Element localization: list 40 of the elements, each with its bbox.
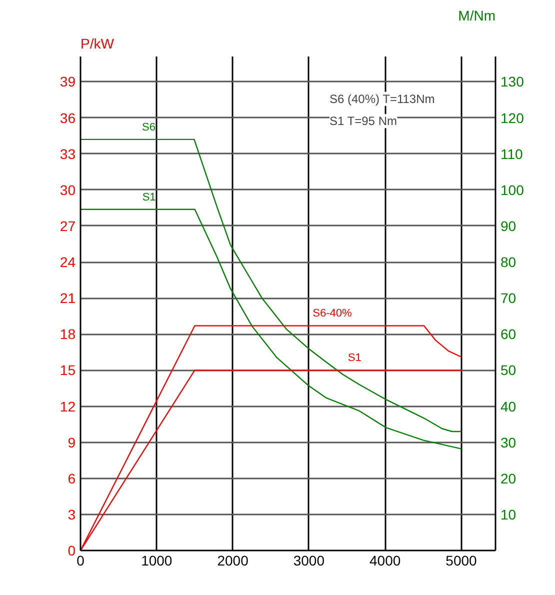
y-tick-label: 9 xyxy=(68,434,76,450)
y2-tick-label: 20 xyxy=(500,470,516,486)
y-tick-label: 30 xyxy=(60,182,76,198)
annotation: S1 T=95 Nm xyxy=(330,114,397,128)
x-tick-label: 4000 xyxy=(370,552,401,568)
y-tick-label: 27 xyxy=(60,218,76,234)
y-tick-label: 0 xyxy=(68,542,76,558)
x-tick-label: 3000 xyxy=(293,552,325,568)
y2-tick-label: 100 xyxy=(500,182,524,198)
y-tick-label: 15 xyxy=(60,362,76,378)
y-axis-title: P/kW xyxy=(80,36,115,52)
y2-tick-label: 50 xyxy=(500,362,516,378)
y-tick-label: 6 xyxy=(68,470,76,486)
series-label: S6-40% xyxy=(312,308,352,320)
series-label: S1 xyxy=(348,352,362,364)
y2-tick-label: 60 xyxy=(500,326,516,342)
series-label: S6 xyxy=(142,121,156,134)
y2-tick-label: 130 xyxy=(500,74,524,90)
y-tick-label: 33 xyxy=(60,146,76,162)
y2-tick-label: 10 xyxy=(500,506,516,522)
x-tick-label: 1000 xyxy=(141,552,172,568)
y-tick-label: 36 xyxy=(60,110,76,126)
y2-tick-label: 120 xyxy=(500,110,524,126)
series-label: S1 xyxy=(142,191,156,204)
y-tick-label: 39 xyxy=(60,74,76,90)
y2-tick-label: 110 xyxy=(500,146,524,162)
y2-tick-label: 90 xyxy=(500,218,516,234)
y2-tick-label: 30 xyxy=(500,434,516,450)
y2-axis-title: M/Nm xyxy=(458,8,496,24)
y-tick-label: 18 xyxy=(60,326,76,342)
y-tick-label: 24 xyxy=(60,254,76,270)
y-tick-label: 12 xyxy=(60,398,76,414)
y2-tick-label: 70 xyxy=(500,290,516,306)
y2-tick-label: 80 xyxy=(500,254,516,270)
y-tick-label: 21 xyxy=(60,290,76,306)
annotation: S6 (40%) T=113Nm xyxy=(330,92,435,106)
x-tick-label: 2000 xyxy=(217,552,249,568)
x-tick-label: 5000 xyxy=(446,552,478,568)
y2-tick-label: 40 xyxy=(500,398,516,414)
y-tick-label: 3 xyxy=(68,506,76,522)
